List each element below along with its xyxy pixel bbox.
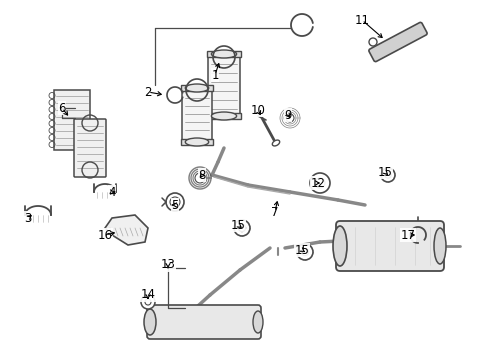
Text: 7: 7 (271, 206, 278, 219)
Text: 8: 8 (198, 168, 205, 181)
Bar (54, 90, 90, 150)
Ellipse shape (433, 228, 445, 264)
Text: 2: 2 (144, 86, 151, 99)
Text: 12: 12 (310, 176, 325, 189)
Text: 16: 16 (97, 229, 112, 242)
FancyBboxPatch shape (182, 86, 212, 144)
FancyBboxPatch shape (147, 305, 261, 339)
Text: 3: 3 (24, 212, 32, 225)
FancyBboxPatch shape (335, 221, 443, 271)
Text: 13: 13 (160, 258, 175, 271)
Circle shape (368, 38, 376, 46)
Text: 10: 10 (250, 104, 265, 117)
Bar (181, 139, 213, 145)
Circle shape (296, 244, 312, 260)
FancyBboxPatch shape (207, 52, 240, 118)
Text: 4: 4 (108, 185, 116, 198)
Ellipse shape (272, 140, 279, 146)
Text: 15: 15 (294, 243, 309, 257)
Text: 17: 17 (400, 229, 415, 242)
Text: 15: 15 (377, 166, 392, 179)
Ellipse shape (252, 311, 263, 333)
Text: 15: 15 (230, 219, 245, 231)
Text: 5: 5 (171, 198, 178, 212)
FancyBboxPatch shape (368, 22, 427, 62)
Bar (181, 85, 213, 91)
Ellipse shape (185, 84, 208, 92)
Bar (206, 51, 241, 57)
Text: 9: 9 (284, 108, 291, 122)
Circle shape (380, 168, 394, 182)
Ellipse shape (332, 226, 346, 266)
Text: 1: 1 (211, 68, 218, 81)
Ellipse shape (185, 138, 208, 146)
Bar (206, 113, 241, 119)
Circle shape (234, 220, 249, 236)
Text: 14: 14 (140, 288, 155, 302)
Circle shape (141, 295, 155, 309)
Text: 11: 11 (354, 14, 369, 27)
Ellipse shape (143, 309, 156, 335)
Ellipse shape (211, 50, 236, 58)
Text: 6: 6 (58, 102, 65, 114)
Ellipse shape (211, 112, 236, 120)
FancyBboxPatch shape (74, 119, 106, 177)
Polygon shape (105, 215, 148, 245)
